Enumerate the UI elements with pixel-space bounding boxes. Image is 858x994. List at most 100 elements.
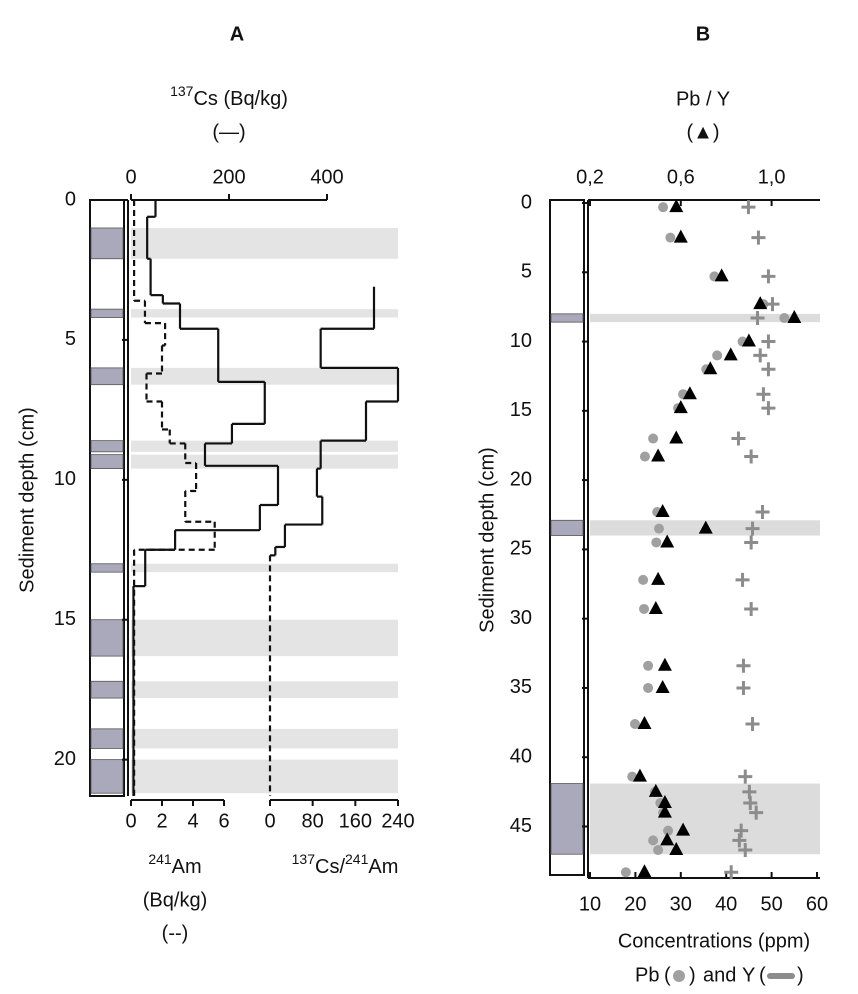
data-point bbox=[651, 448, 666, 462]
event-band bbox=[131, 227, 398, 259]
y-tick-label: 30 bbox=[510, 607, 532, 629]
data-point bbox=[639, 451, 650, 462]
core-stripe bbox=[550, 783, 584, 855]
legend-paren: ) bbox=[689, 964, 696, 986]
x-tick-label: 0 bbox=[125, 166, 136, 188]
event-band bbox=[131, 728, 398, 749]
core-stripe bbox=[90, 563, 124, 573]
series-symbol: (--) bbox=[162, 922, 189, 944]
event-band bbox=[131, 681, 398, 699]
data-point bbox=[673, 400, 688, 414]
data-point bbox=[749, 805, 764, 820]
event-band bbox=[131, 440, 398, 452]
x-tick-label: 20 bbox=[624, 893, 646, 915]
data-point bbox=[744, 535, 759, 550]
core-column bbox=[549, 199, 585, 876]
data-point bbox=[703, 361, 718, 375]
data-point bbox=[744, 449, 759, 464]
data-point bbox=[761, 269, 776, 284]
legend-label: Pb bbox=[635, 964, 659, 986]
data-point bbox=[779, 313, 790, 324]
data-point bbox=[723, 347, 738, 361]
data-point bbox=[751, 230, 766, 245]
data-point bbox=[731, 431, 746, 446]
event-band bbox=[131, 454, 398, 469]
y-axis-title: Sediment depth (cm) bbox=[16, 407, 38, 593]
data-point bbox=[741, 333, 756, 347]
y-tick-label: 15 bbox=[510, 399, 532, 421]
legend-joiner: and bbox=[703, 964, 736, 986]
x-tick-label: 2 bbox=[156, 810, 167, 832]
legend-paren: ( bbox=[664, 964, 671, 986]
x-tick-label: 160 bbox=[339, 810, 372, 832]
data-point bbox=[660, 832, 675, 846]
panel-title: A bbox=[230, 23, 244, 45]
label-superscript: 137 bbox=[292, 851, 316, 867]
y-tick-label: 45 bbox=[510, 815, 532, 837]
label-text: Cs (Bq/kg) bbox=[193, 88, 287, 110]
data-point bbox=[682, 386, 697, 400]
label-text: Am bbox=[368, 856, 398, 878]
label-text: Cs/ bbox=[315, 856, 345, 878]
data-point bbox=[756, 387, 771, 402]
data-point bbox=[753, 348, 768, 363]
core-stripe bbox=[90, 619, 124, 657]
event-band bbox=[131, 563, 398, 573]
core-stripe bbox=[90, 680, 124, 699]
data-point bbox=[655, 679, 670, 693]
data-point bbox=[750, 311, 765, 326]
series-label: 137Cs (Bq/kg) bbox=[170, 83, 288, 111]
data-point bbox=[736, 680, 751, 695]
event-band bbox=[590, 783, 820, 855]
data-point bbox=[736, 658, 751, 673]
y-tick-label: 5 bbox=[521, 261, 532, 283]
label-superscript: 137 bbox=[170, 83, 194, 99]
core-stripe bbox=[90, 308, 124, 318]
data-point bbox=[663, 825, 674, 836]
data-point bbox=[669, 842, 684, 856]
data-point bbox=[665, 232, 676, 243]
data-point bbox=[669, 430, 684, 444]
legend-label: Y bbox=[742, 964, 755, 986]
x-tick-label: 50 bbox=[760, 893, 782, 915]
y-tick-label: 40 bbox=[510, 746, 532, 768]
x-tick-label: 80 bbox=[302, 810, 324, 832]
data-point bbox=[698, 520, 713, 534]
x2-tick-label: 1,0 bbox=[758, 166, 786, 188]
y-tick-label: 15 bbox=[54, 608, 76, 630]
core-stripe bbox=[90, 454, 124, 470]
core-stripe bbox=[90, 440, 124, 453]
data-point bbox=[735, 572, 750, 587]
x-tick-label: 200 bbox=[212, 166, 245, 188]
data-point bbox=[639, 603, 650, 614]
x-tick-label: 10 bbox=[579, 893, 601, 915]
data-point bbox=[765, 297, 780, 312]
data-point bbox=[632, 768, 647, 782]
data-point bbox=[648, 835, 659, 846]
data-point bbox=[655, 503, 670, 517]
x-tick-label: 40 bbox=[715, 893, 737, 915]
core-stripe bbox=[550, 313, 584, 323]
data-point bbox=[669, 199, 684, 213]
x-tick-label: 240 bbox=[381, 810, 414, 832]
x-tick-label: 4 bbox=[187, 810, 198, 832]
y-axis-title: Sediment depth (cm) bbox=[476, 447, 498, 633]
core-stripe bbox=[90, 367, 124, 386]
data-point bbox=[658, 202, 669, 213]
legend-swatch bbox=[673, 970, 685, 982]
core-stripe bbox=[90, 728, 124, 749]
x2-tick-label: 0,6 bbox=[667, 166, 695, 188]
data-point bbox=[755, 504, 770, 519]
data-point bbox=[745, 521, 760, 536]
legend-paren: ) bbox=[797, 964, 804, 986]
data-point bbox=[620, 867, 631, 878]
y-tick-label: 20 bbox=[510, 468, 532, 490]
data-point bbox=[676, 822, 691, 836]
core-stripe bbox=[90, 759, 124, 794]
series-label: 137Cs/241Am bbox=[292, 851, 399, 879]
y-tick-label: 20 bbox=[54, 748, 76, 770]
event-band bbox=[131, 367, 398, 385]
y-tick-label: 0 bbox=[65, 188, 76, 210]
x-tick-label: 60 bbox=[806, 893, 828, 915]
